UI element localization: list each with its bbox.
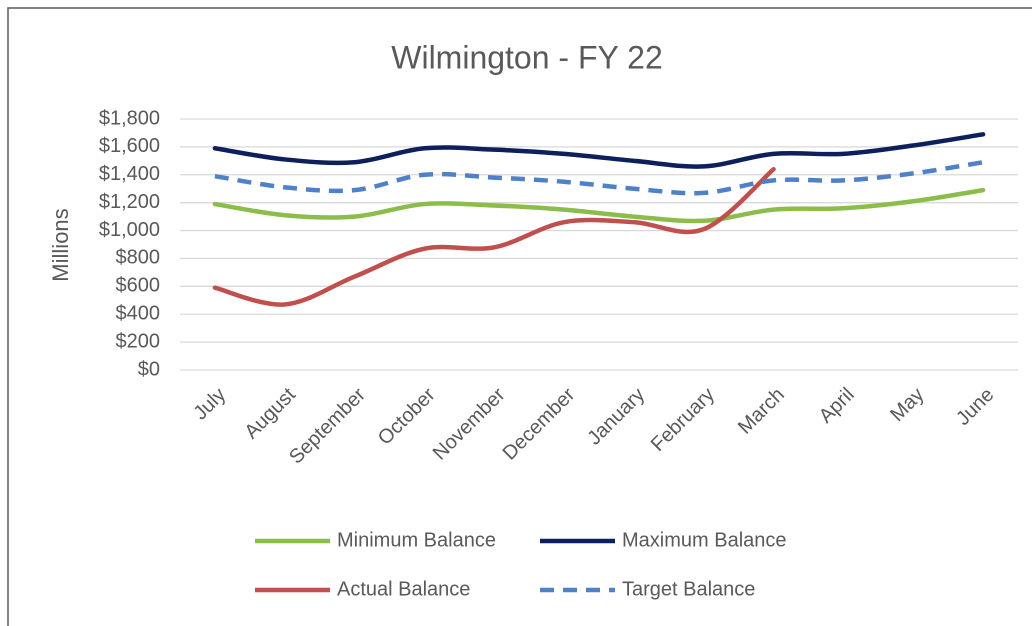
legend-label: Maximum Balance xyxy=(622,529,787,551)
y-tick-label: $200 xyxy=(116,330,161,352)
y-axis-title: Millions xyxy=(48,208,73,281)
x-tick-label: April xyxy=(815,384,859,428)
x-tick-label: October xyxy=(374,383,440,449)
x-tick-label: March xyxy=(734,384,789,439)
series-line xyxy=(212,187,986,224)
y-tick-label: $1,200 xyxy=(99,191,160,213)
y-tick-label: $1,800 xyxy=(99,107,160,129)
legend-label: Minimum Balance xyxy=(337,529,496,551)
y-tick-label: $1,400 xyxy=(99,163,160,185)
legend-label: Actual Balance xyxy=(337,578,470,600)
x-tick-label: December xyxy=(499,383,580,464)
y-tick-label: $400 xyxy=(116,303,161,325)
x-tick-label: November xyxy=(429,383,510,464)
series-line xyxy=(212,166,776,307)
y-tick-label: $1,000 xyxy=(99,219,160,241)
x-tick-label: August xyxy=(240,383,300,443)
x-tick-label: February xyxy=(647,384,719,456)
chart-title: Wilmington - FY 22 xyxy=(391,39,663,75)
series-line xyxy=(212,132,986,169)
x-tick-label: June xyxy=(952,384,998,430)
y-tick-label: $800 xyxy=(116,247,161,269)
x-tick-label: January xyxy=(583,384,649,450)
series-line xyxy=(214,160,984,196)
x-tick-label: May xyxy=(886,384,928,426)
y-tick-label: $600 xyxy=(116,275,161,297)
x-tick-label: July xyxy=(189,384,230,425)
y-tick-label: $1,600 xyxy=(99,135,160,157)
y-tick-label: $0 xyxy=(138,358,160,380)
legend-label: Target Balance xyxy=(622,578,755,600)
x-tick-label: September xyxy=(285,383,370,468)
chart-border xyxy=(7,7,1032,626)
